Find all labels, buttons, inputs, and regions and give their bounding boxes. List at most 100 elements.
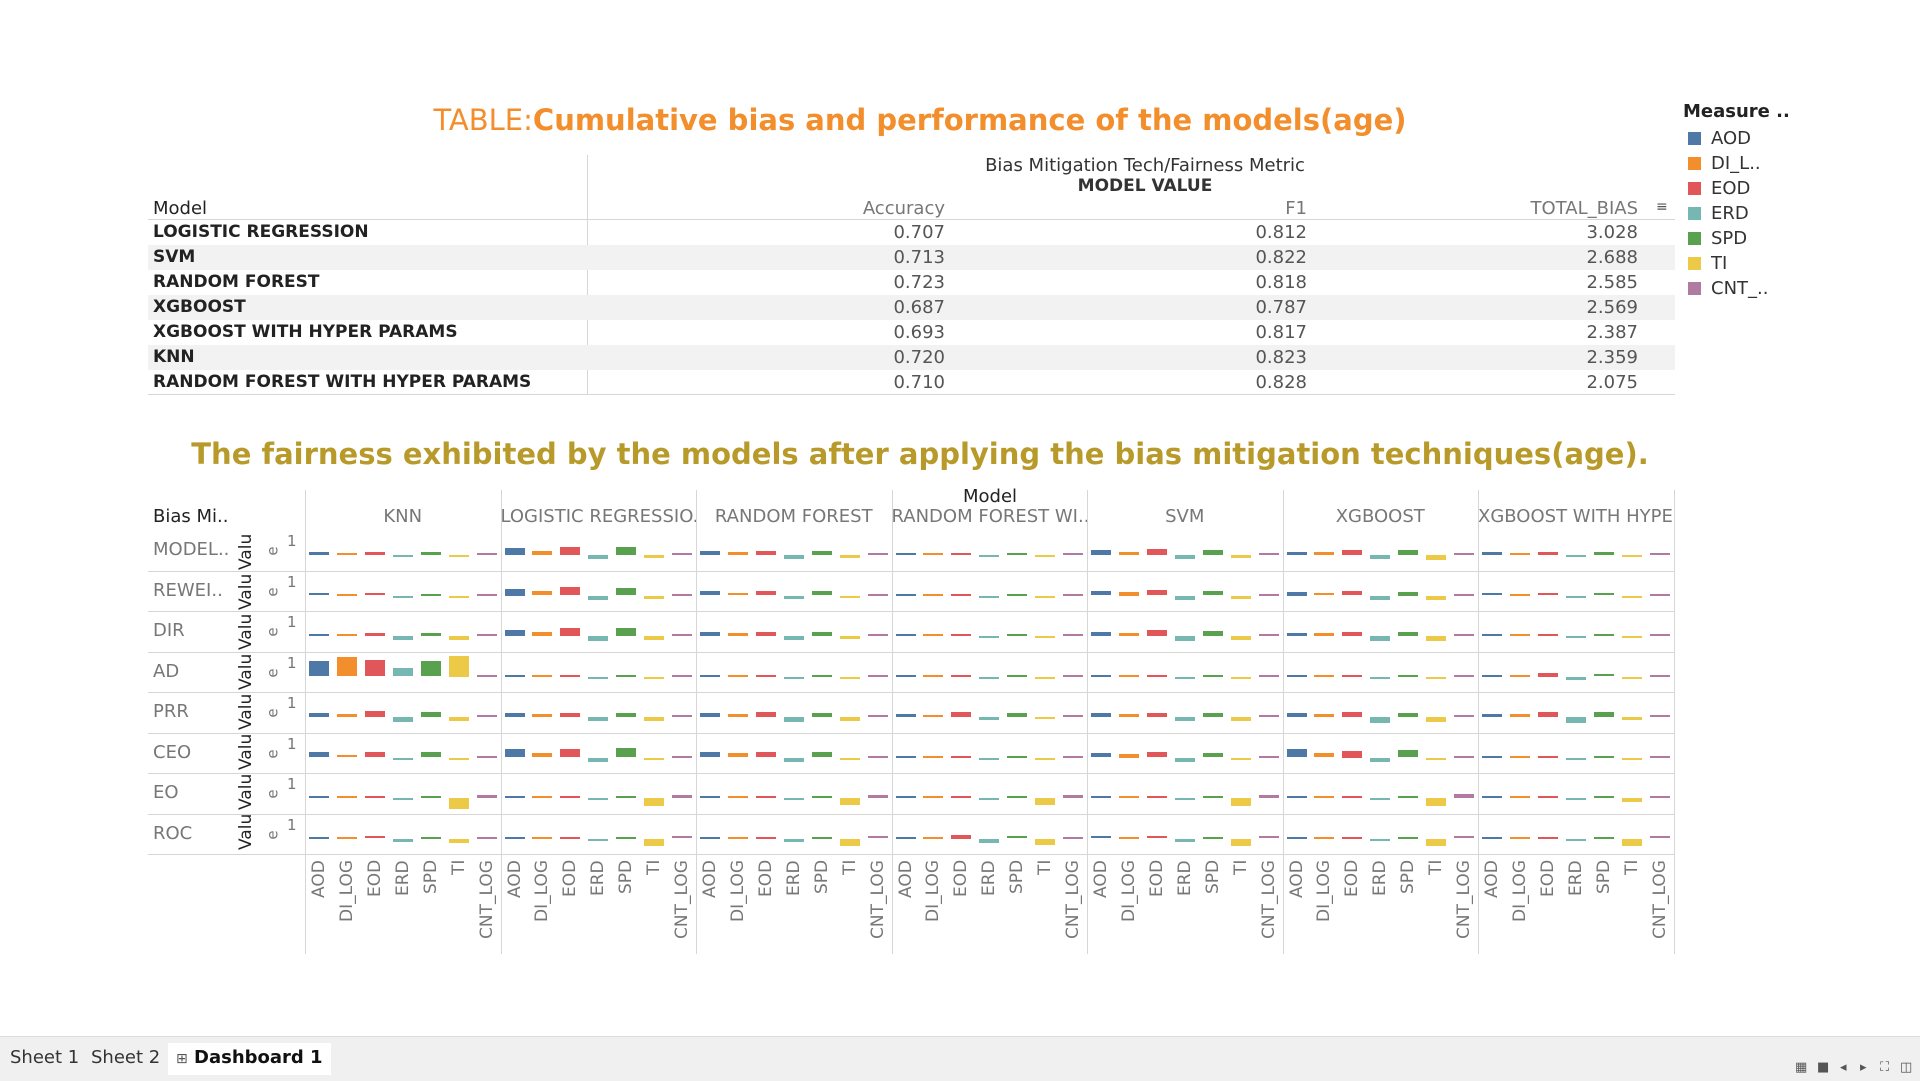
bar[interactable] (783, 595, 804, 599)
bar[interactable] (1649, 796, 1670, 798)
bar[interactable] (951, 835, 972, 839)
bar[interactable] (867, 715, 888, 717)
bar[interactable] (1621, 595, 1642, 598)
bar[interactable] (1342, 674, 1363, 677)
legend-item[interactable]: DI_L.. (1688, 153, 1761, 174)
bar[interactable] (1230, 676, 1251, 679)
technique-row-header[interactable]: AD (153, 660, 180, 682)
bar[interactable] (1091, 631, 1111, 636)
bar[interactable] (1007, 674, 1028, 677)
bar[interactable] (1454, 593, 1474, 596)
technique-row-header[interactable]: PRR (153, 701, 189, 722)
legend-item[interactable]: AOD (1688, 128, 1751, 149)
bar[interactable] (700, 712, 720, 717)
bar[interactable] (1426, 757, 1447, 760)
bar[interactable] (1091, 836, 1111, 839)
bar[interactable] (783, 636, 804, 640)
bar[interactable] (672, 674, 692, 677)
bar[interactable] (1426, 555, 1447, 560)
bar[interactable] (951, 634, 972, 636)
bar[interactable] (532, 752, 553, 758)
bar[interactable] (504, 796, 525, 798)
bar[interactable] (309, 634, 329, 636)
bar[interactable] (1035, 555, 1056, 557)
bar[interactable] (1146, 836, 1167, 839)
bar[interactable] (1202, 712, 1223, 717)
bar[interactable] (1202, 550, 1223, 555)
bar[interactable] (1342, 631, 1363, 636)
bar[interactable] (1537, 712, 1558, 717)
bar[interactable] (1174, 717, 1195, 722)
bar[interactable] (867, 593, 888, 596)
bar[interactable] (700, 751, 720, 758)
bar[interactable] (616, 587, 637, 596)
bar[interactable] (476, 715, 497, 717)
bar[interactable] (923, 553, 944, 555)
tab-sheet-2[interactable]: Sheet 2 (91, 1047, 161, 1068)
bar[interactable] (755, 712, 776, 717)
bar[interactable] (1314, 836, 1335, 839)
bar[interactable] (1537, 755, 1558, 758)
bar[interactable] (727, 592, 748, 596)
bar[interactable] (1007, 836, 1028, 839)
bar[interactable] (1649, 836, 1670, 839)
bar[interactable] (1286, 796, 1307, 798)
bar[interactable] (1035, 838, 1056, 845)
bar[interactable] (504, 548, 525, 555)
bar[interactable] (1258, 755, 1279, 758)
bar[interactable] (1286, 836, 1307, 839)
bar[interactable] (783, 757, 804, 762)
bar[interactable] (923, 634, 944, 636)
bar[interactable] (895, 593, 916, 596)
bar[interactable] (895, 713, 916, 717)
bar[interactable] (420, 661, 441, 677)
bar[interactable] (420, 593, 441, 596)
bar[interactable] (588, 757, 609, 762)
bar[interactable] (1593, 633, 1614, 636)
bar[interactable] (1398, 836, 1419, 839)
bar[interactable] (1202, 796, 1223, 798)
bar[interactable] (476, 674, 497, 677)
bar[interactable] (1370, 676, 1391, 679)
bar[interactable] (1230, 636, 1251, 640)
bar[interactable] (1426, 798, 1447, 806)
bar[interactable] (616, 712, 637, 717)
bar[interactable] (1314, 592, 1335, 596)
bar[interactable] (336, 656, 357, 677)
bar[interactable] (1565, 717, 1586, 723)
bar[interactable] (1454, 836, 1474, 839)
bar[interactable] (336, 754, 357, 758)
model-column-header[interactable]: RANDOM FOREST WI.. (891, 506, 1088, 527)
bar[interactable] (560, 836, 581, 839)
bar[interactable] (1370, 636, 1391, 641)
bar[interactable] (951, 593, 972, 596)
bar[interactable] (1063, 755, 1083, 758)
bar[interactable] (700, 631, 720, 636)
bar[interactable] (1202, 836, 1223, 839)
bar[interactable] (839, 676, 860, 679)
bar[interactable] (1621, 757, 1642, 760)
bar[interactable] (336, 553, 357, 555)
bar[interactable] (1342, 550, 1363, 555)
bar[interactable] (1537, 633, 1558, 636)
bar[interactable] (1063, 715, 1083, 717)
bar[interactable] (672, 553, 692, 555)
bar[interactable] (1091, 591, 1111, 596)
bar[interactable] (1426, 636, 1447, 641)
bar[interactable] (1454, 553, 1474, 555)
bar[interactable] (755, 674, 776, 677)
bar[interactable] (839, 757, 860, 761)
bar[interactable] (895, 674, 916, 677)
bar[interactable] (1258, 593, 1279, 596)
bar[interactable] (392, 636, 413, 641)
model-column-header[interactable]: KNN (383, 506, 423, 527)
col-header-accuracy[interactable]: Accuracy (862, 198, 945, 219)
bar[interactable] (336, 714, 357, 717)
bar[interactable] (951, 712, 972, 717)
bar[interactable] (476, 794, 497, 798)
bar[interactable] (1649, 674, 1670, 677)
bar[interactable] (1509, 755, 1530, 758)
model-column-header[interactable]: XGBOOST (1335, 506, 1425, 527)
bar[interactable] (392, 798, 413, 800)
bar[interactable] (1174, 555, 1195, 559)
